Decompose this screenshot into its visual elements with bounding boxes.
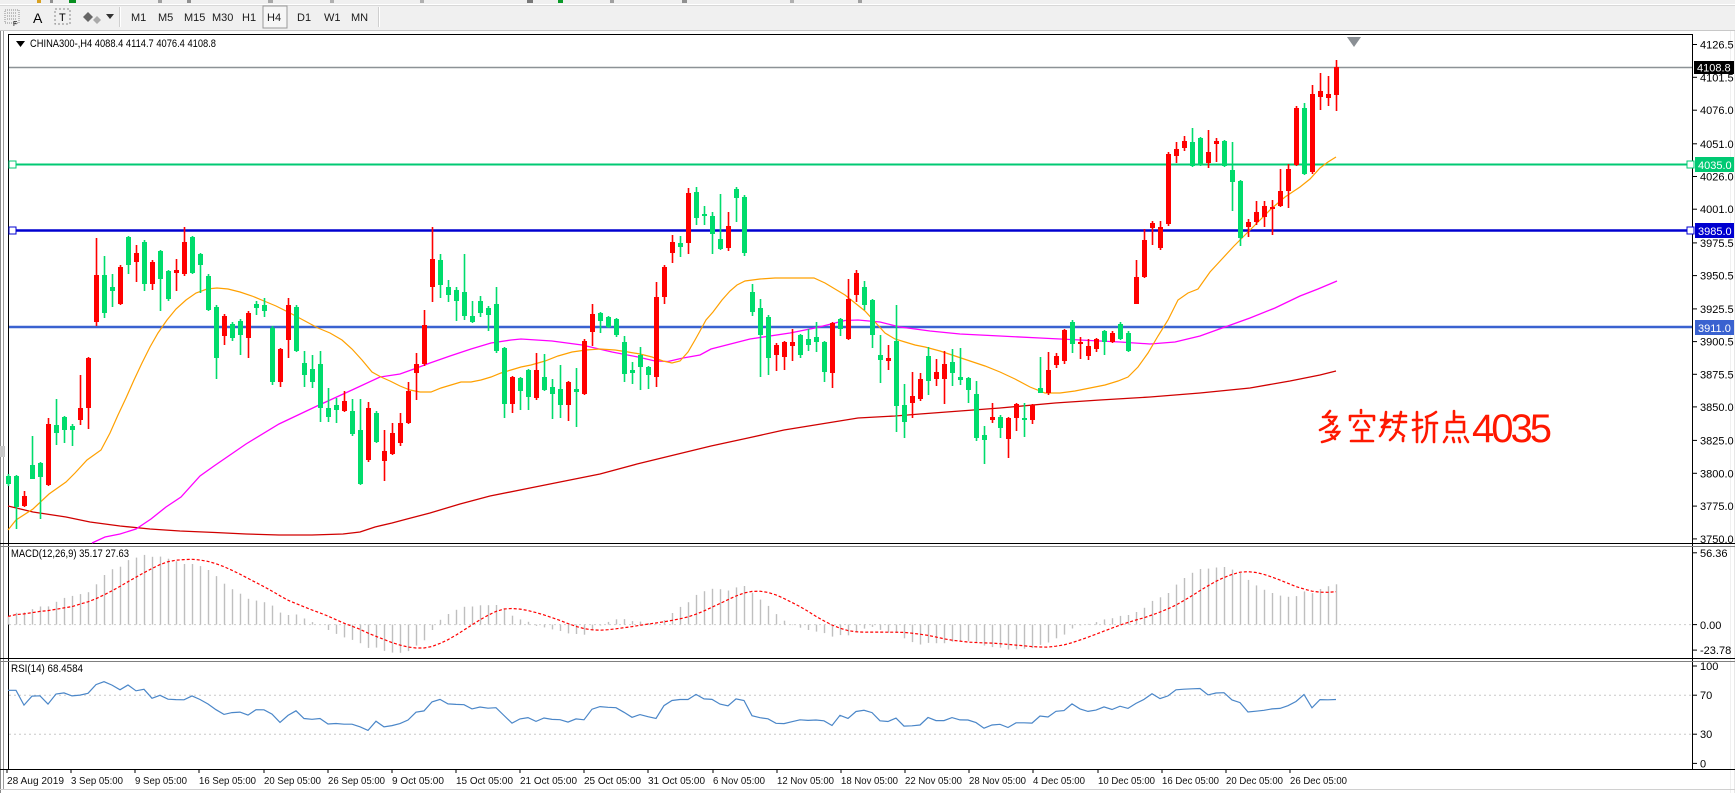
svg-text:21 Oct 05:00: 21 Oct 05:00 <box>520 776 577 787</box>
svg-text:10 Dec 05:00: 10 Dec 05:00 <box>1098 776 1155 787</box>
svg-text:M5: M5 <box>158 12 173 24</box>
svg-text:16 Dec 05:00: 16 Dec 05:00 <box>1162 776 1219 787</box>
svg-text:4026.0: 4026.0 <box>1700 172 1734 184</box>
svg-text:6 Nov 05:00: 6 Nov 05:00 <box>713 776 765 787</box>
svg-text:M15: M15 <box>184 12 205 24</box>
svg-text:25 Oct 05:00: 25 Oct 05:00 <box>584 776 641 787</box>
svg-text:3975.5: 3975.5 <box>1700 238 1734 250</box>
svg-text:4108.8: 4108.8 <box>1697 63 1731 75</box>
svg-text:H4: H4 <box>267 12 281 24</box>
svg-text:28 Nov 05:00: 28 Nov 05:00 <box>969 776 1026 787</box>
svg-text:CHINA300-,H4 4088.4 4114.7 40: CHINA300-,H4 4088.4 4114.7 4076.4 4108.8 <box>30 38 216 50</box>
svg-text:31 Oct 05:00: 31 Oct 05:00 <box>648 776 705 787</box>
svg-text:0: 0 <box>1700 758 1706 770</box>
svg-text:H1: H1 <box>242 12 256 24</box>
svg-text:3825.0: 3825.0 <box>1700 435 1734 447</box>
svg-text:0.00: 0.00 <box>1700 620 1721 632</box>
svg-text:A: A <box>33 10 43 26</box>
svg-text:16 Sep 05:00: 16 Sep 05:00 <box>199 776 256 787</box>
svg-text:3875.5: 3875.5 <box>1700 369 1734 381</box>
svg-text:W1: W1 <box>324 12 341 24</box>
svg-text:3900.5: 3900.5 <box>1700 337 1734 349</box>
svg-text:4101.5: 4101.5 <box>1700 72 1734 84</box>
svg-text:20 Dec 05:00: 20 Dec 05:00 <box>1226 776 1283 787</box>
svg-text:100: 100 <box>1700 661 1718 673</box>
svg-text:4051.0: 4051.0 <box>1700 139 1734 151</box>
svg-text:M1: M1 <box>131 12 146 24</box>
svg-text:20 Sep 05:00: 20 Sep 05:00 <box>264 776 321 787</box>
svg-text:3925.5: 3925.5 <box>1700 304 1734 316</box>
svg-text:3950.5: 3950.5 <box>1700 271 1734 283</box>
svg-text:MACD(12,26,9) 35.17 27.63: MACD(12,26,9) 35.17 27.63 <box>11 548 129 560</box>
svg-text:15 Oct 05:00: 15 Oct 05:00 <box>456 776 513 787</box>
svg-text:9 Sep 05:00: 9 Sep 05:00 <box>135 776 187 787</box>
svg-text:3850.0: 3850.0 <box>1700 402 1734 414</box>
svg-text:9 Oct 05:00: 9 Oct 05:00 <box>392 776 444 787</box>
svg-text:T: T <box>59 12 66 24</box>
svg-text:3 Sep 05:00: 3 Sep 05:00 <box>71 776 123 787</box>
svg-text:26 Dec 05:00: 26 Dec 05:00 <box>1290 776 1347 787</box>
svg-text:3775.0: 3775.0 <box>1700 501 1734 513</box>
svg-text:3911.0: 3911.0 <box>1698 323 1731 335</box>
svg-text:4076.0: 4076.0 <box>1700 105 1734 117</box>
svg-text:22 Nov 05:00: 22 Nov 05:00 <box>905 776 962 787</box>
svg-text:4035: 4035 <box>1472 407 1552 451</box>
svg-text:4126.5: 4126.5 <box>1700 40 1734 52</box>
svg-text:18 Nov 05:00: 18 Nov 05:00 <box>841 776 898 787</box>
svg-text:30: 30 <box>1700 729 1712 741</box>
svg-text:3985.0: 3985.0 <box>1698 226 1732 238</box>
svg-text:26 Sep 05:00: 26 Sep 05:00 <box>328 776 385 787</box>
svg-text:RSI(14) 68.4584: RSI(14) 68.4584 <box>11 663 83 675</box>
svg-text:MN: MN <box>351 12 368 24</box>
svg-text:4001.0: 4001.0 <box>1700 204 1734 216</box>
svg-text:F: F <box>13 21 17 28</box>
svg-text:28 Aug 2019: 28 Aug 2019 <box>7 776 64 787</box>
svg-text:56.36: 56.36 <box>1700 548 1728 560</box>
svg-text:3750.0: 3750.0 <box>1700 534 1734 546</box>
svg-text:4035.0: 4035.0 <box>1698 160 1732 172</box>
svg-text:70: 70 <box>1700 690 1712 702</box>
svg-text:3800.0: 3800.0 <box>1700 468 1734 480</box>
svg-text:4 Dec 05:00: 4 Dec 05:00 <box>1033 776 1085 787</box>
svg-text:M30: M30 <box>212 12 233 24</box>
svg-text:12 Nov 05:00: 12 Nov 05:00 <box>777 776 834 787</box>
svg-text:D1: D1 <box>297 12 311 24</box>
svg-text:-23.78: -23.78 <box>1700 645 1731 657</box>
